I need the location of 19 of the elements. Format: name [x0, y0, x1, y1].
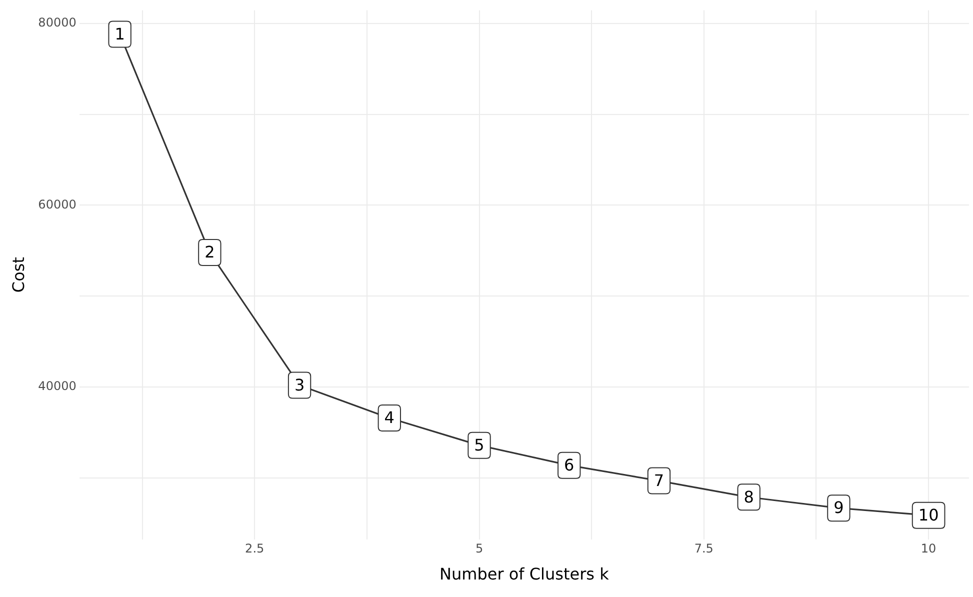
annotation: 8 [744, 487, 754, 506]
annotation: 6 [564, 455, 574, 474]
annotation: 1 [114, 24, 125, 44]
annotation: 10 [918, 506, 939, 524]
x-axis-title: Number of Clusters k [440, 564, 610, 584]
y-axis-title: Cost [8, 257, 28, 293]
x-tick-label: 5 [475, 542, 484, 556]
y-tick-label: 60000 [38, 197, 76, 212]
x-tick-label: 2.5 [245, 542, 264, 556]
annotation: 4 [384, 408, 394, 428]
annotation: 5 [474, 435, 484, 454]
x-tick-label: 10 [920, 542, 936, 556]
annotation: 7 [654, 470, 664, 490]
y-tick-label: 80000 [38, 15, 76, 30]
y-tick-label: 40000 [38, 379, 76, 394]
annotation: 9 [834, 498, 844, 518]
annotation: 3 [294, 375, 305, 394]
annotation: 2 [204, 242, 215, 262]
x-tick-label: 7.5 [694, 542, 714, 556]
